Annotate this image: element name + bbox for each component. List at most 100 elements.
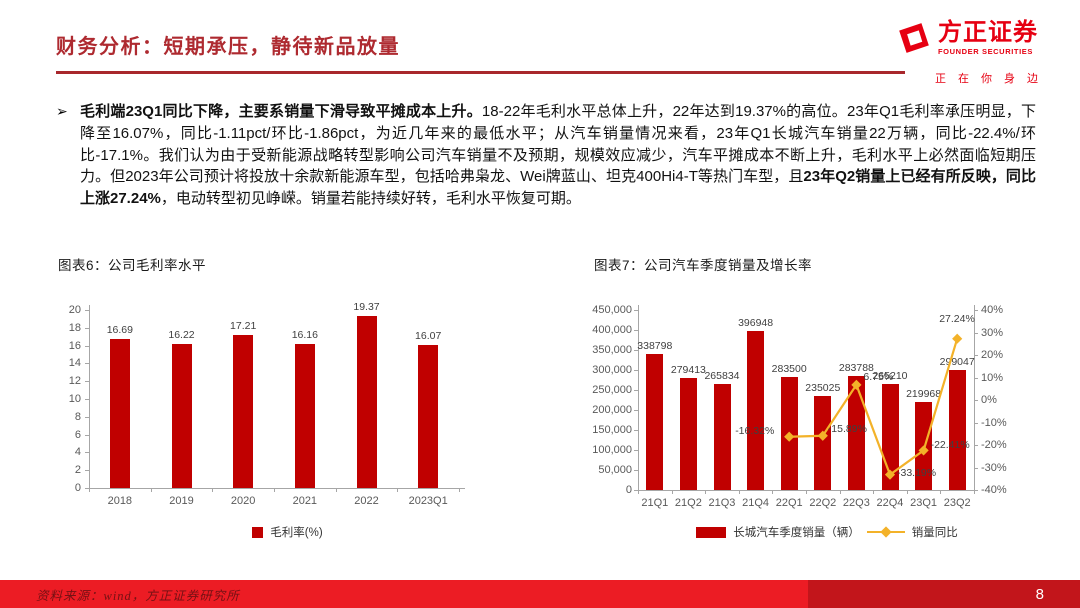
sales-bar — [679, 378, 697, 490]
y-tick-label: 12 — [68, 375, 81, 388]
paragraph-segment: 23年Q2销量上已经有所反映，同比上涨27.24% — [80, 168, 1036, 208]
sales-bar — [646, 354, 664, 490]
x-tick-label: 2023Q1 — [408, 495, 448, 507]
x-tick-label: 22Q2 — [809, 497, 837, 509]
figure6-caption: 图表6：公司毛利率水平 — [58, 258, 207, 273]
y-tick-label: 18 — [68, 321, 81, 334]
figure7-caption: 图表7：公司汽车季度销量及增长率 — [594, 258, 813, 273]
y-tick — [85, 399, 89, 400]
y-tick-label: 4 — [74, 446, 81, 459]
y-tick — [634, 430, 638, 431]
y-axis-left — [638, 305, 639, 490]
body-paragraph-text: 毛利端23Q1同比下降，主要系销量下滑导致平摊成本上升。18-22年毛利水平总体… — [80, 103, 1036, 207]
title-rule — [56, 71, 905, 74]
legend-label-sales: 长城汽车季度销量（辆） — [733, 527, 860, 539]
y-tick — [974, 355, 978, 356]
y-tick-label-right: 10% — [981, 371, 1004, 384]
y-tick-label: 6 — [74, 428, 81, 441]
x-tick-label: 21Q4 — [742, 497, 770, 509]
y-tick — [634, 350, 638, 351]
x-tick-label: 23Q2 — [943, 497, 971, 509]
x-tick — [772, 490, 774, 494]
logo-name: 方正证券 — [938, 19, 1038, 46]
y-tick — [85, 434, 89, 436]
y-tick-label: 0 — [74, 482, 81, 494]
x-tick-label: 22Q3 — [842, 497, 870, 509]
bar-value-label: 396948 — [738, 317, 774, 330]
sales-bar — [713, 383, 731, 490]
margin-bar — [356, 315, 377, 488]
y-tick-label-left: 300,000 — [592, 364, 632, 376]
y-tick-label: 14 — [68, 357, 81, 370]
y-tick-label-left: 250,000 — [592, 384, 632, 396]
x-tick — [906, 490, 908, 494]
x-tick-label: 21Q2 — [674, 497, 702, 509]
x-tick — [212, 488, 214, 492]
page-number: 8 — [1035, 585, 1044, 603]
x-tick-label: 2022 — [354, 495, 379, 507]
bar-value-label: 283500 — [771, 362, 807, 375]
x-tick — [150, 488, 152, 492]
x-tick — [873, 490, 875, 494]
legend-line-swatch — [866, 526, 905, 538]
bar-value-label: 16.69 — [106, 324, 133, 337]
bar-value-label: 299047 — [939, 356, 975, 369]
y-tick-label-left: 200,000 — [592, 404, 632, 416]
x-tick — [459, 488, 460, 492]
y-tick — [974, 332, 978, 334]
chart2-legend: 长城汽车季度销量（辆） 销量同比 — [588, 524, 1066, 540]
y-tick — [85, 452, 89, 454]
founder-logo-icon — [896, 20, 932, 61]
x-tick-label: 2018 — [107, 495, 133, 507]
y-tick-label-right: 40% — [981, 304, 1004, 316]
source-note: 资料来源：wind，方正证券研究所 — [36, 588, 240, 603]
margin-bar — [294, 344, 315, 488]
x-tick-label: 21Q3 — [708, 497, 736, 509]
y-tick — [974, 422, 978, 424]
y-tick — [634, 490, 638, 491]
y-tick — [85, 470, 89, 472]
y-tick-label: 10 — [68, 393, 81, 405]
bar-value-label: 16.07 — [415, 329, 442, 342]
x-tick-label: 22Q4 — [876, 497, 904, 509]
quarterly-sales-combo-chart: 长城汽车季度销量（辆） 销量同比 0 50,000 100,000 150,000 20… — [588, 292, 1066, 560]
paragraph-segment: ，电动转型初见峥嵘。销量若能持续好转，毛利水平恢复可期。 — [160, 190, 581, 208]
y-tick — [85, 327, 89, 329]
y-tick-label-right: -30% — [981, 461, 1007, 474]
x-tick — [705, 490, 707, 494]
page-title: 财务分析：短期承压，静待新品放量 — [56, 36, 400, 58]
x-tick-label: 21Q1 — [641, 497, 669, 509]
footer: 资料来源：wind，方正证券研究所 8 — [0, 580, 1080, 608]
x-tick — [671, 490, 673, 494]
y-tick — [974, 490, 978, 491]
y-tick-label-left: 350,000 — [592, 344, 632, 356]
y-tick — [974, 377, 978, 379]
legend-label-margin: 毛利率(%) — [270, 527, 323, 539]
y-tick-label-left: 450,000 — [592, 304, 632, 316]
y-tick — [974, 467, 978, 469]
y-axis — [89, 305, 90, 488]
x-tick — [274, 488, 275, 492]
x-tick — [89, 488, 90, 492]
line-value-label: 27.24% — [939, 312, 975, 325]
x-tick-label: 2021 — [292, 495, 318, 507]
footer-source-bar: 资料来源：wind，方正证券研究所 — [0, 580, 808, 608]
y-tick-label-left: 150,000 — [592, 424, 632, 436]
x-tick-label: 2020 — [230, 495, 256, 507]
y-tick-label-right: 20% — [981, 349, 1004, 361]
y-tick — [85, 345, 89, 347]
body-paragraph: ➢ 毛利端23Q1同比下降，主要系销量下滑导致平摊成本上升。18-22年毛利水平… — [56, 101, 1036, 210]
y-tick-label: 20 — [68, 304, 81, 316]
line-value-label: -15.89% — [827, 422, 867, 435]
y-tick — [85, 363, 89, 365]
x-tick — [974, 490, 975, 494]
margin-bar — [109, 339, 130, 488]
y-tick-label-right: 0% — [981, 394, 997, 406]
bar-value-label: 16.22 — [168, 328, 195, 341]
x-tick — [940, 490, 942, 494]
y-tick-label-right: -40% — [981, 484, 1007, 496]
x-tick — [397, 488, 399, 492]
x-tick-label: 2019 — [169, 495, 194, 507]
line-marker — [952, 333, 963, 344]
